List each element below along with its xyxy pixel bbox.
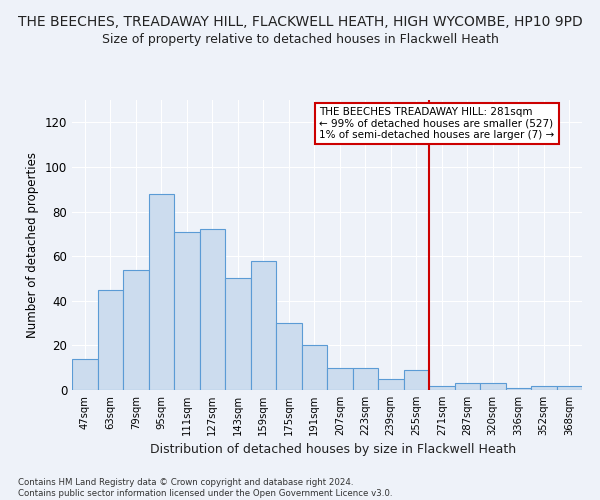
Bar bbox=[327, 368, 353, 390]
Bar bbox=[276, 323, 302, 390]
Bar bbox=[404, 370, 429, 390]
Text: THE BEECHES, TREADAWAY HILL, FLACKWELL HEATH, HIGH WYCOMBE, HP10 9PD: THE BEECHES, TREADAWAY HILL, FLACKWELL H… bbox=[17, 15, 583, 29]
Bar bbox=[480, 384, 505, 390]
Bar bbox=[174, 232, 199, 390]
Bar bbox=[378, 379, 404, 390]
Text: Size of property relative to detached houses in Flackwell Heath: Size of property relative to detached ho… bbox=[101, 32, 499, 46]
Bar bbox=[251, 260, 276, 390]
Text: Contains HM Land Registry data © Crown copyright and database right 2024.
Contai: Contains HM Land Registry data © Crown c… bbox=[18, 478, 392, 498]
Bar bbox=[505, 388, 531, 390]
Bar bbox=[149, 194, 174, 390]
Bar bbox=[199, 230, 225, 390]
Bar bbox=[557, 386, 582, 390]
Bar bbox=[455, 384, 480, 390]
Bar bbox=[123, 270, 149, 390]
Y-axis label: Number of detached properties: Number of detached properties bbox=[26, 152, 39, 338]
Bar bbox=[302, 346, 327, 390]
Bar bbox=[531, 386, 557, 390]
Bar bbox=[97, 290, 123, 390]
Bar bbox=[353, 368, 378, 390]
Bar bbox=[72, 359, 97, 390]
Bar bbox=[225, 278, 251, 390]
Bar bbox=[429, 386, 455, 390]
Text: Distribution of detached houses by size in Flackwell Heath: Distribution of detached houses by size … bbox=[150, 442, 516, 456]
Text: THE BEECHES TREADAWAY HILL: 281sqm
← 99% of detached houses are smaller (527)
1%: THE BEECHES TREADAWAY HILL: 281sqm ← 99%… bbox=[319, 106, 554, 140]
